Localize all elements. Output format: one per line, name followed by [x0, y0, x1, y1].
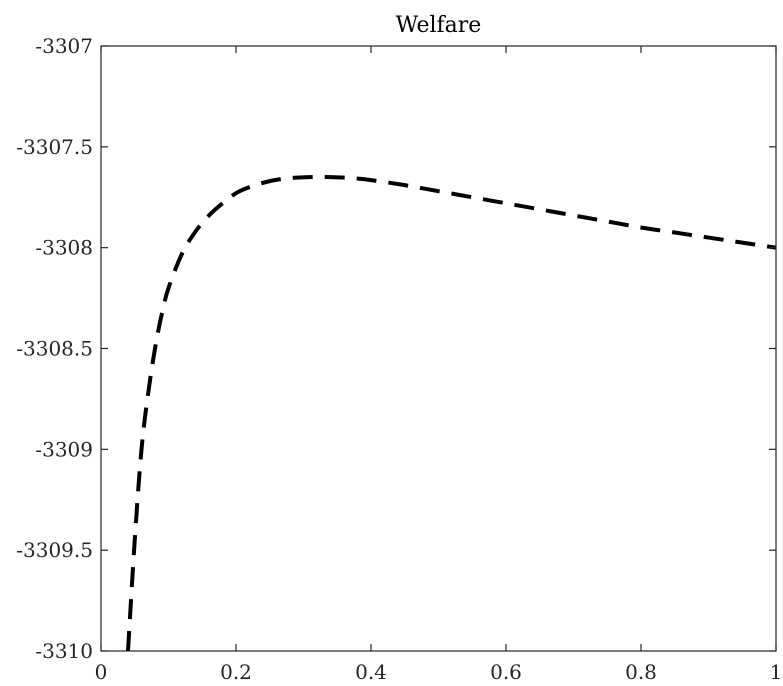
- x-axis: 0 0.2 0.4 0.6 0.8 1: [95, 46, 783, 684]
- y-tick-label: -3307.5: [16, 135, 93, 159]
- plot-area: [126, 174, 776, 651]
- chart-title: Welfare: [396, 13, 482, 38]
- x-tick-label: 0: [95, 660, 108, 684]
- y-tick-label: -3309.5: [16, 538, 93, 562]
- x-tick-label: 0.8: [625, 660, 657, 684]
- y-axis: -3307 -3307.5 -3308 -3308.5 -3309 -3309.5 -331…: [16, 34, 776, 663]
- x-tick-label: 0.6: [490, 660, 522, 684]
- x-tick-label: 1: [770, 660, 783, 684]
- y-tick-label: -3308.5: [16, 337, 93, 361]
- welfare-series-line: [126, 174, 776, 651]
- y-tick-label: -3310: [35, 639, 93, 663]
- x-tick-label: 0.2: [220, 660, 252, 684]
- y-tick-label: -3308: [35, 236, 93, 260]
- y-tick-label: -3309: [35, 437, 93, 461]
- y-tick-label: -3307: [35, 34, 93, 58]
- x-tick-label: 0.4: [355, 660, 387, 684]
- axes-box: [100, 45, 777, 652]
